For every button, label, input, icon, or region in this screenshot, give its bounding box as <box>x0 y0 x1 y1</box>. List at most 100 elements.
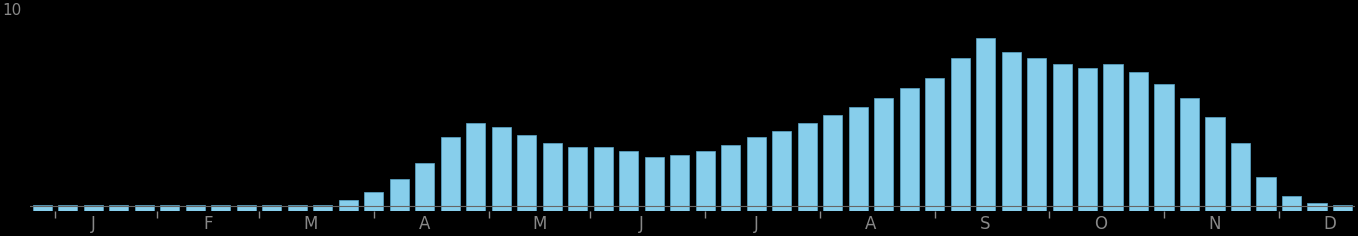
Bar <box>669 155 690 206</box>
Bar <box>747 206 766 211</box>
Bar <box>1002 52 1021 206</box>
Bar <box>517 206 536 211</box>
Bar <box>1206 117 1225 206</box>
Bar <box>797 206 816 211</box>
Bar <box>925 78 944 206</box>
Bar <box>849 107 868 206</box>
Bar <box>466 206 485 211</box>
Bar <box>1052 64 1071 206</box>
Bar <box>619 151 638 206</box>
Bar <box>110 205 129 206</box>
Bar <box>212 205 231 206</box>
Bar <box>1027 58 1046 206</box>
Bar <box>823 206 842 211</box>
Bar <box>695 151 714 206</box>
Bar <box>416 206 435 211</box>
Bar <box>747 137 766 206</box>
Bar <box>1128 72 1148 206</box>
Bar <box>951 58 970 206</box>
Bar <box>976 38 995 206</box>
Bar <box>364 206 383 211</box>
Bar <box>492 206 511 211</box>
Bar <box>1206 206 1225 211</box>
Bar <box>84 206 103 211</box>
Bar <box>84 205 103 206</box>
Bar <box>568 147 587 206</box>
Bar <box>1334 206 1353 211</box>
Bar <box>160 205 179 206</box>
Bar <box>619 206 638 211</box>
Bar <box>1230 206 1251 211</box>
Bar <box>390 178 409 206</box>
Bar <box>976 206 995 211</box>
Bar <box>262 206 281 211</box>
Bar <box>568 206 587 211</box>
Bar <box>390 206 409 211</box>
Bar <box>1230 143 1251 206</box>
Bar <box>1308 203 1327 206</box>
Bar <box>951 206 970 211</box>
Bar <box>1154 84 1173 206</box>
Bar <box>186 206 205 211</box>
Bar <box>1052 206 1071 211</box>
Bar <box>695 206 714 211</box>
Bar <box>416 163 435 206</box>
Bar <box>364 192 383 206</box>
Bar <box>721 145 740 206</box>
Bar <box>212 206 231 211</box>
Bar <box>1334 205 1353 206</box>
Bar <box>160 206 179 211</box>
Bar <box>1104 64 1123 206</box>
Bar <box>288 205 307 206</box>
Bar <box>669 206 690 211</box>
Bar <box>721 206 740 211</box>
Bar <box>1128 206 1148 211</box>
Bar <box>466 123 485 206</box>
Bar <box>517 135 536 206</box>
Bar <box>314 205 333 206</box>
Bar <box>797 123 816 206</box>
Bar <box>1078 68 1097 206</box>
Bar <box>593 206 612 211</box>
Bar <box>236 205 255 206</box>
Bar <box>875 206 894 211</box>
Bar <box>186 205 205 206</box>
Bar <box>288 206 307 211</box>
Bar <box>1154 206 1173 211</box>
Bar <box>645 206 664 211</box>
Bar <box>875 98 894 206</box>
Bar <box>492 127 511 206</box>
Bar <box>1256 177 1275 206</box>
Bar <box>314 206 333 211</box>
Bar <box>645 157 664 206</box>
Bar <box>1027 206 1046 211</box>
Bar <box>1282 206 1301 211</box>
Bar <box>1308 206 1327 211</box>
Bar <box>1256 206 1275 211</box>
Bar <box>1180 98 1199 206</box>
Bar <box>33 205 52 206</box>
Bar <box>543 143 562 206</box>
Bar <box>543 206 562 211</box>
Bar <box>1180 206 1199 211</box>
Bar <box>110 206 129 211</box>
Bar <box>1282 196 1301 206</box>
Bar <box>58 206 77 211</box>
Bar <box>338 200 359 206</box>
Bar <box>262 205 281 206</box>
Bar <box>1002 206 1021 211</box>
Bar <box>773 206 792 211</box>
Bar <box>849 206 868 211</box>
Bar <box>925 206 944 211</box>
Bar <box>823 115 842 206</box>
Bar <box>899 206 918 211</box>
Bar <box>134 205 153 206</box>
Bar <box>58 205 77 206</box>
Bar <box>899 88 918 206</box>
Bar <box>33 206 52 211</box>
Bar <box>441 206 460 211</box>
Bar <box>1104 206 1123 211</box>
Bar <box>134 206 153 211</box>
Bar <box>441 137 460 206</box>
Bar <box>593 147 612 206</box>
